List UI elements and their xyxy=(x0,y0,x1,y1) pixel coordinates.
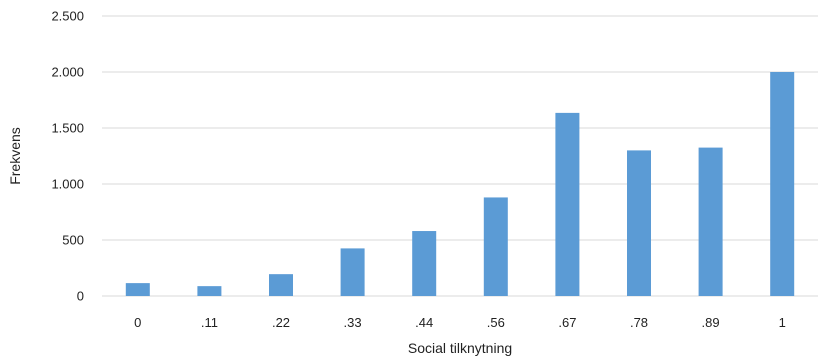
bar xyxy=(197,286,222,296)
bars xyxy=(125,72,795,296)
bar xyxy=(770,72,795,296)
x-tick-label: .33 xyxy=(344,315,362,330)
x-tick-labels: 0 .11 .22 .33 .44 .56 .67 .78 .89 1 xyxy=(134,315,786,330)
y-axis-title: Frekvens xyxy=(7,127,23,185)
x-tick-label: .78 xyxy=(630,315,648,330)
y-tick-label: 2.500 xyxy=(51,9,84,24)
bar xyxy=(125,283,150,296)
x-tick-label: .56 xyxy=(487,315,505,330)
bar xyxy=(555,112,580,296)
bar xyxy=(483,197,508,296)
bar xyxy=(627,150,651,296)
x-tick-label: .89 xyxy=(702,315,720,330)
x-tick-label: 0 xyxy=(134,315,141,330)
bar xyxy=(698,147,723,296)
bar xyxy=(340,248,365,296)
y-tick-label: 1.500 xyxy=(51,121,84,136)
x-tick-label: .44 xyxy=(415,315,433,330)
bar xyxy=(269,274,293,296)
bar xyxy=(412,231,437,296)
y-tick-label: 0 xyxy=(77,289,84,304)
x-tick-label: .67 xyxy=(558,315,576,330)
y-tick-labels: 0 500 1.000 1.500 2.000 2.500 xyxy=(51,9,84,304)
x-tick-label: .22 xyxy=(272,315,290,330)
x-tick-label: 1 xyxy=(779,315,786,330)
x-tick-label: .11 xyxy=(201,315,218,330)
y-tick-label: 500 xyxy=(62,233,84,248)
y-tick-label: 1.000 xyxy=(51,177,84,192)
y-tick-label: 2.000 xyxy=(51,65,84,80)
x-axis-title: Social tilknytning xyxy=(408,340,512,356)
